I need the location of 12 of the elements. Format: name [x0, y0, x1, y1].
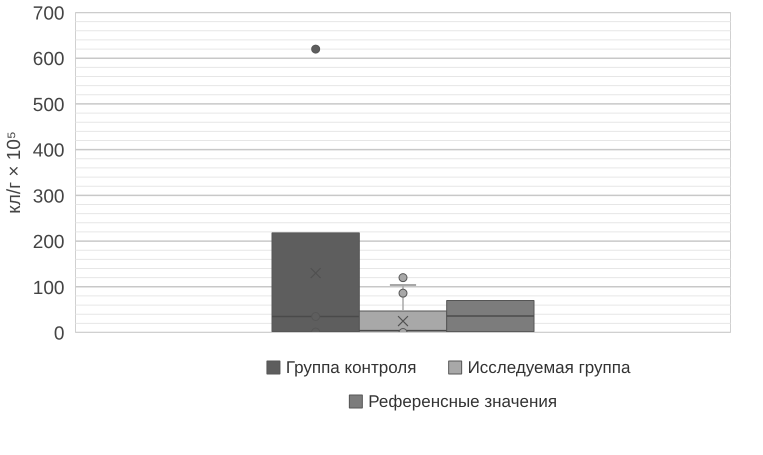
legend-label: Референсные значения [368, 392, 558, 411]
legend-label: Исследуемая группа [468, 358, 631, 377]
y-tick-label: 100 [32, 278, 64, 299]
y-tick-label: 700 [32, 4, 64, 24]
y-tick-label: 600 [32, 49, 64, 70]
y-tick-label: 300 [32, 186, 64, 208]
y-tick-label: 0 [54, 324, 65, 344]
y-axis-title: кл/г × 10⁵ [4, 131, 25, 214]
y-tick-label: 400 [32, 140, 64, 162]
y-tick-label: 500 [32, 94, 64, 116]
y-tick-label: 200 [32, 232, 64, 254]
legend-label: Группа контроля [286, 358, 416, 377]
